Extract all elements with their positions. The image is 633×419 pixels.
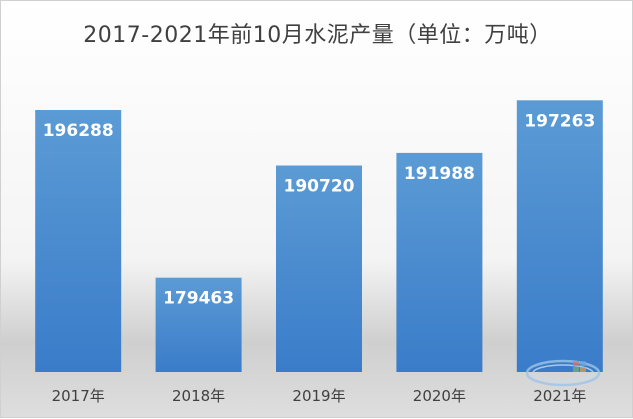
data-label: 190720 xyxy=(284,177,355,197)
x-tick-label: 2019年 xyxy=(292,387,345,405)
x-tick-label: 2021年 xyxy=(533,387,586,405)
watermark-logo xyxy=(525,359,601,387)
data-label: 179463 xyxy=(163,289,234,309)
x-axis-tick-labels: 2017年 2018年 2019年 2020年 2021年 xyxy=(52,387,587,405)
data-labels: 196288 179463 190720 191988 197263 xyxy=(43,111,596,308)
data-label: 191988 xyxy=(404,164,475,184)
x-tick-label: 2017年 xyxy=(52,387,105,405)
bar-2021年 xyxy=(516,100,603,373)
data-label: 197263 xyxy=(524,111,595,131)
data-label: 196288 xyxy=(43,121,114,141)
bar-2019年 xyxy=(276,165,362,372)
bar-series xyxy=(35,100,603,373)
x-tick-label: 2018年 xyxy=(172,387,225,405)
bar-2020年 xyxy=(396,152,483,372)
chart-title: 2017-2021年前10月水泥产量（单位：万吨） xyxy=(83,23,552,48)
bar-2018年 xyxy=(155,277,242,372)
x-tick-label: 2020年 xyxy=(413,387,466,405)
bar-2017年 xyxy=(35,110,122,372)
